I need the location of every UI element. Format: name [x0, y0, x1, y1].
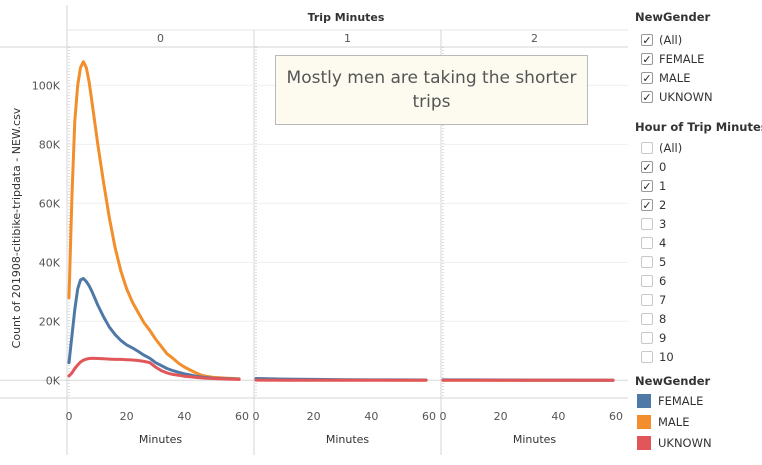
hour-filter-option-label: 1 — [659, 179, 667, 193]
gender-filter-option-label: (All) — [659, 33, 683, 47]
checkbox-checked-icon[interactable]: ✓ — [641, 198, 653, 212]
hour-filter-option[interactable]: ✓ 1 — [641, 177, 666, 195]
annotation-box: Mostly men are taking the shorter trips — [275, 55, 588, 125]
legend-swatch — [637, 394, 651, 408]
x-axis-title: Minutes — [326, 433, 370, 446]
series-line-male-pane-0[interactable] — [67, 60, 241, 381]
hour-filter-option-label: 10 — [659, 350, 674, 364]
y-tick-label: 40K — [39, 256, 61, 269]
hour-filter-option[interactable]: ✓ 2 — [641, 196, 666, 214]
checkbox-unchecked-icon[interactable] — [641, 332, 653, 344]
gender-filter-title: NewGender — [635, 10, 711, 24]
checkbox-unchecked-icon[interactable] — [641, 313, 653, 325]
hour-filter-option[interactable]: 8 — [641, 310, 666, 328]
legend-swatch — [637, 436, 651, 450]
legend-item-female[interactable]: FEMALE — [637, 392, 703, 410]
legend-label: UKNOWN — [658, 436, 712, 450]
y-tick-label: 20K — [39, 315, 61, 328]
x-tick-label: 20 — [494, 410, 508, 423]
hour-filter-option-label: 8 — [659, 312, 667, 326]
gender-filter-option-label: UKNOWN — [659, 90, 713, 104]
gender-filter-option[interactable]: ✓ FEMALE — [641, 50, 704, 68]
hour-filter-option[interactable]: 5 — [641, 253, 666, 271]
hour-filter-option[interactable]: 7 — [641, 291, 666, 309]
hour-filter-option[interactable]: (All) — [641, 139, 682, 157]
right-panel: NewGender ✓ (All) ✓ FEMALE ✓ MALE ✓ UKNOWN Hour… — [629, 0, 762, 465]
checkbox-checked-icon[interactable]: ✓ — [641, 160, 653, 174]
legend-label: FEMALE — [658, 394, 704, 408]
hour-filter-option-label: 6 — [659, 274, 667, 288]
checkbox-unchecked-icon[interactable] — [641, 275, 653, 287]
y-axis-title: Count of 201908-citibike-tripdata - NEW.… — [10, 107, 23, 348]
hour-filter-option[interactable]: ✓ 0 — [641, 158, 666, 176]
x-tick-label: 40 — [551, 410, 565, 423]
series-line-female-pane-0[interactable] — [67, 277, 241, 381]
annotation-text: Mostly men are taking the shorter trips — [286, 68, 577, 112]
x-tick-label: 60 — [609, 410, 623, 423]
hour-filter-option-label: 9 — [659, 331, 667, 345]
y-tick-label: 60K — [39, 197, 61, 210]
y-tick-label: 0K — [46, 374, 61, 387]
color-legend-title: NewGender — [635, 374, 711, 388]
hour-filter-option-label: (All) — [659, 141, 683, 155]
hour-filter-option[interactable]: 10 — [641, 348, 674, 366]
checkbox-checked-icon[interactable]: ✓ — [641, 52, 653, 66]
x-tick-label: 20 — [307, 410, 321, 423]
hour-filter-option[interactable]: 3 — [641, 215, 666, 233]
checkbox-unchecked-icon[interactable] — [641, 142, 653, 154]
x-axis-title: Minutes — [139, 433, 183, 446]
x-tick-label: 60 — [235, 410, 249, 423]
hour-filter-option-label: 7 — [659, 293, 667, 307]
hour-filter-title: Hour of Trip Minutes — [635, 120, 762, 134]
pane-header-2: 2 — [531, 32, 538, 45]
hour-filter-option-label: 2 — [659, 198, 667, 212]
x-tick-label: 20 — [120, 410, 134, 423]
gender-filter-option[interactable]: ✓ (All) — [641, 31, 682, 49]
pane-header-0: 0 — [157, 32, 164, 45]
series-line-uknown-pane-0[interactable] — [67, 356, 241, 381]
x-tick-label: 0 — [440, 410, 447, 423]
x-tick-label: 40 — [364, 410, 378, 423]
checkbox-unchecked-icon[interactable] — [641, 237, 653, 249]
x-tick-label: 0 — [66, 410, 73, 423]
gender-filter-option[interactable]: ✓ MALE — [641, 69, 690, 87]
y-tick-label: 100K — [32, 79, 61, 92]
legend-swatch — [637, 415, 651, 429]
x-tick-label: 0 — [253, 410, 260, 423]
checkbox-checked-icon[interactable]: ✓ — [641, 33, 653, 47]
checkbox-unchecked-icon[interactable] — [641, 256, 653, 268]
legend-label: MALE — [658, 415, 690, 429]
column-field-title: Trip Minutes — [308, 11, 385, 24]
hour-filter-option-label: 5 — [659, 255, 667, 269]
legend-item-male[interactable]: MALE — [637, 413, 689, 431]
trip-minutes-chart: Trip Minutes 0 1 2 0K 20K 40K 60K 80K 100K 0 20 40… — [0, 5, 628, 455]
hour-filter-option-label: 3 — [659, 217, 667, 231]
hour-filter-option[interactable]: 4 — [641, 234, 666, 252]
checkbox-checked-icon[interactable]: ✓ — [641, 179, 653, 193]
y-tick-label: 80K — [39, 138, 61, 151]
hour-filter-option-label: 0 — [659, 160, 667, 174]
hour-filter-option[interactable]: 9 — [641, 329, 666, 347]
x-axis-title: Minutes — [513, 433, 557, 446]
gender-filter-option[interactable]: ✓ UKNOWN — [641, 88, 713, 106]
legend-item-uknown[interactable]: UKNOWN — [637, 434, 712, 452]
hour-filter-option-label: 4 — [659, 236, 667, 250]
gender-filter-option-label: MALE — [659, 71, 691, 85]
checkbox-unchecked-icon[interactable] — [641, 351, 653, 363]
checkbox-checked-icon[interactable]: ✓ — [641, 90, 653, 104]
x-tick-label: 60 — [422, 410, 436, 423]
gender-filter-option-label: FEMALE — [659, 52, 705, 66]
pane-header-1: 1 — [344, 32, 351, 45]
x-tick-label: 40 — [177, 410, 191, 423]
hour-filter-option[interactable]: 6 — [641, 272, 666, 290]
checkbox-checked-icon[interactable]: ✓ — [641, 71, 653, 85]
checkbox-unchecked-icon[interactable] — [641, 218, 653, 230]
checkbox-unchecked-icon[interactable] — [641, 294, 653, 306]
